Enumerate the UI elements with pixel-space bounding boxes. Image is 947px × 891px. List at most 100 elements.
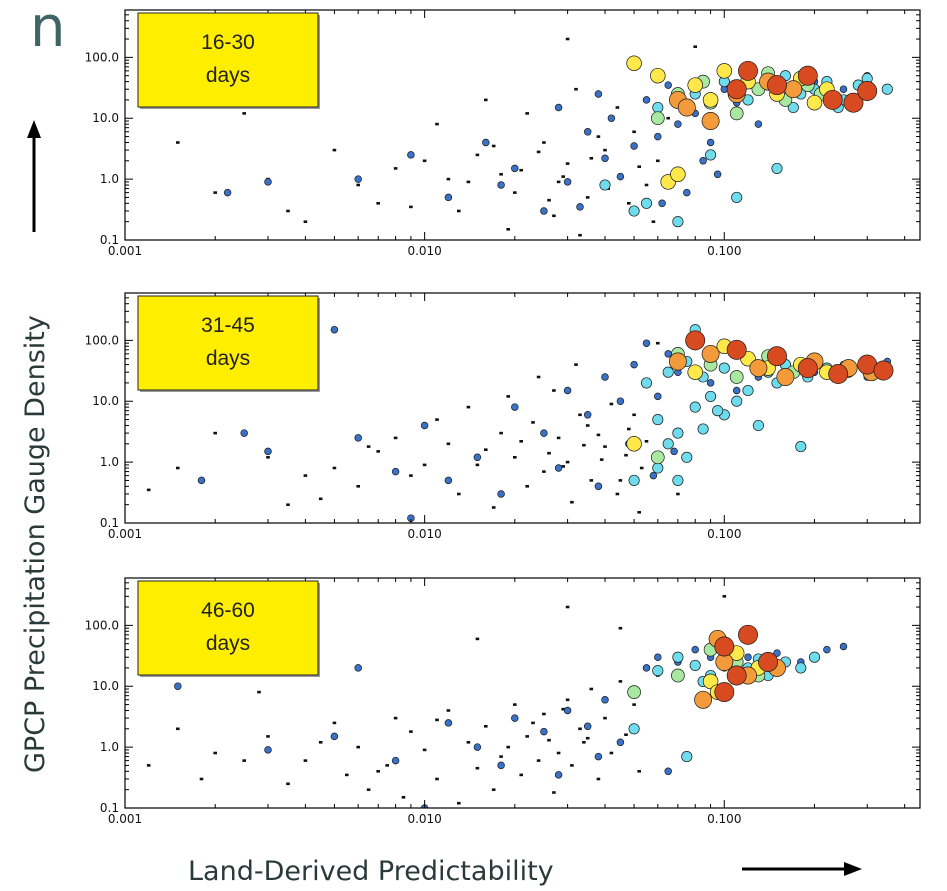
data-point <box>808 651 821 663</box>
data-point <box>318 497 323 501</box>
clipped-title-fragment: n <box>30 0 66 60</box>
data-point <box>444 476 453 485</box>
data-point <box>565 698 570 702</box>
data-point <box>626 436 642 452</box>
data-point <box>422 159 427 163</box>
data-point <box>767 346 787 367</box>
data-point <box>525 485 529 488</box>
data-point <box>713 170 722 179</box>
data-point <box>420 421 429 430</box>
panel-label-box <box>137 580 319 676</box>
data-point <box>391 467 400 476</box>
data-point <box>499 173 503 176</box>
data-point <box>563 178 572 186</box>
data-point <box>601 696 609 704</box>
data-point <box>637 165 641 168</box>
data-point <box>356 183 360 187</box>
data-point <box>376 450 380 453</box>
data-point <box>731 191 743 203</box>
data-point <box>563 706 572 715</box>
data-point <box>582 741 586 744</box>
data-point <box>642 96 651 104</box>
data-point <box>594 90 603 98</box>
data-point <box>681 451 693 463</box>
x-tick-label: 0.010 <box>407 812 441 826</box>
data-point <box>596 433 601 437</box>
data-point <box>393 167 398 170</box>
data-point <box>687 364 703 380</box>
x-axis-label-group: Land-Derived Predictability <box>188 856 862 887</box>
data-point <box>644 440 649 443</box>
data-point <box>652 414 664 426</box>
data-point <box>694 690 713 709</box>
data-point <box>303 474 308 477</box>
data-point <box>242 112 246 115</box>
data-point <box>552 389 556 392</box>
data-point <box>565 37 570 41</box>
data-point <box>565 460 570 464</box>
data-point <box>547 451 551 455</box>
y-axis-label: GPCP Precipitation Gauge Density <box>20 315 51 773</box>
panel-label-box <box>137 295 319 391</box>
data-point <box>685 330 706 351</box>
data-point <box>705 390 717 402</box>
data-point <box>444 719 453 727</box>
data-point <box>240 429 248 437</box>
data-point <box>726 665 747 686</box>
y-tick-label: 10.0 <box>92 679 119 693</box>
data-point <box>668 352 687 371</box>
data-point <box>457 209 461 213</box>
data-point <box>650 67 666 84</box>
data-point <box>664 350 672 358</box>
points-layer <box>146 37 893 237</box>
data-point <box>376 202 380 205</box>
data-point <box>624 733 628 736</box>
data-point <box>583 128 592 136</box>
data-point <box>491 506 496 509</box>
data-point <box>649 471 658 480</box>
data-point <box>499 431 503 435</box>
data-point <box>511 164 519 173</box>
data-point <box>672 651 684 663</box>
data-point <box>513 456 517 459</box>
data-point <box>589 157 594 160</box>
data-point <box>726 79 747 100</box>
tick-marks <box>124 577 920 809</box>
data-point <box>561 175 565 178</box>
data-point <box>213 191 217 194</box>
data-point <box>839 642 848 651</box>
data-point <box>689 659 701 671</box>
data-point <box>176 141 180 144</box>
data-point <box>409 205 413 209</box>
data-point <box>547 198 551 202</box>
data-point <box>223 188 232 197</box>
data-point <box>670 166 686 183</box>
data-point <box>701 112 720 130</box>
data-point <box>197 476 206 485</box>
data-point <box>286 782 290 786</box>
data-point <box>554 103 563 112</box>
data-point <box>797 65 818 86</box>
data-point <box>174 682 182 690</box>
data-point <box>599 458 604 461</box>
points-layer <box>146 595 848 808</box>
data-point <box>466 180 471 184</box>
data-point <box>609 402 614 406</box>
data-point <box>732 386 741 395</box>
data-point <box>642 339 651 347</box>
data-point <box>354 664 362 672</box>
data-point <box>540 207 548 215</box>
data-point <box>407 151 415 159</box>
data-point <box>303 759 308 762</box>
data-point <box>603 445 607 448</box>
data-point <box>828 364 849 384</box>
data-point <box>722 595 727 598</box>
data-point <box>264 746 272 754</box>
data-point <box>699 157 707 165</box>
data-point <box>706 138 715 147</box>
data-point <box>656 341 660 345</box>
data-point <box>499 755 503 758</box>
data-point <box>519 773 523 777</box>
data-point <box>738 60 758 81</box>
data-point <box>640 377 653 389</box>
